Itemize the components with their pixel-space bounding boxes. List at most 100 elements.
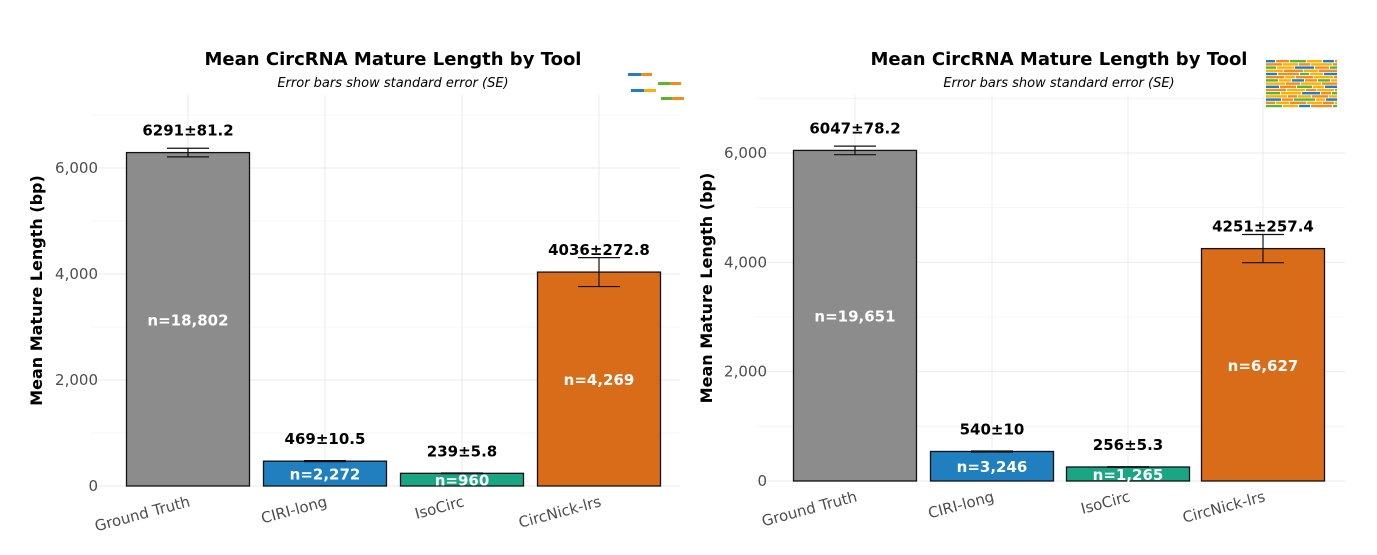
value-label: 256±5.3 — [1093, 436, 1163, 454]
logo-segment — [1266, 92, 1280, 95]
logo-segment — [1299, 63, 1310, 66]
logo-segment — [1335, 88, 1337, 92]
logo-segment — [1266, 85, 1279, 88]
logo-segment — [1298, 95, 1311, 98]
logo-segment — [1297, 85, 1312, 88]
bar — [536, 271, 662, 487]
logo-segment — [1302, 92, 1320, 95]
logo-segment — [658, 82, 670, 85]
logo-segment — [1266, 82, 1285, 85]
chart-title: Mean CircRNA Mature Length by Tool — [205, 49, 582, 70]
logo-segment — [1311, 104, 1332, 108]
logo-segment — [1280, 85, 1296, 88]
logo-segment — [1266, 104, 1282, 108]
logo-segment — [1330, 66, 1337, 69]
logo-segment — [1304, 69, 1318, 72]
logo-segment — [1324, 72, 1337, 76]
logo-segment — [1322, 82, 1337, 85]
logo-segment — [1333, 63, 1337, 66]
x-tick-label: CIRI-long — [926, 487, 996, 522]
n-label: n=3,246 — [957, 458, 1028, 476]
y-tick-label: 6,000 — [55, 159, 98, 177]
logo-segment — [1296, 76, 1313, 79]
logo-segment — [1316, 98, 1325, 101]
chart-title: Mean CircRNA Mature Length by Tool — [871, 49, 1248, 70]
x-tick-label: Ground Truth — [93, 492, 192, 535]
logo-segment — [628, 73, 641, 76]
y-tick-label: 0 — [88, 477, 98, 495]
logo-segment — [1287, 88, 1305, 92]
logo-segment — [1295, 66, 1314, 69]
logo-segment — [1277, 66, 1294, 69]
logo-segment — [1283, 104, 1298, 108]
logo-segment — [1299, 104, 1310, 108]
logo-segment — [1317, 88, 1334, 92]
logo-segment — [1321, 92, 1331, 95]
logo-segment — [1329, 95, 1337, 98]
n-label: n=6,627 — [1228, 357, 1299, 375]
x-tick-label: CircNick-lrs — [517, 492, 604, 531]
n-label: n=2,272 — [290, 466, 361, 484]
logo-segment — [1266, 63, 1282, 66]
value-label: 6047±78.2 — [809, 119, 900, 137]
x-tick-label: CIRI-long — [259, 492, 329, 527]
logo-segment — [1290, 101, 1306, 104]
y-tick-label: 4,000 — [724, 253, 767, 271]
value-label: 4036±272.8 — [548, 241, 650, 259]
logo-segment — [1313, 85, 1324, 88]
logo-segment — [1333, 104, 1337, 108]
logo-segment — [1307, 60, 1322, 63]
logo-segment — [1266, 72, 1277, 76]
logo-segment — [1279, 79, 1291, 82]
y-tick-label: 2,000 — [55, 371, 98, 389]
logo-segment — [1283, 63, 1298, 66]
logo-segment — [1301, 82, 1321, 85]
n-label: n=19,651 — [814, 308, 895, 326]
logo-segment — [1281, 92, 1301, 95]
logo-segment — [631, 89, 644, 92]
logo-segment — [1288, 95, 1297, 98]
logo-segment — [1266, 88, 1286, 92]
value-label: 469±10.5 — [285, 430, 366, 448]
logo-segment — [644, 89, 656, 92]
y-axis-label: Mean Mature Length (bp) — [27, 175, 46, 406]
logo-segment — [1266, 66, 1276, 69]
bar — [125, 151, 251, 487]
logo-segment — [1266, 101, 1275, 104]
logo-segment — [1335, 60, 1337, 63]
y-tick-label: 6,000 — [724, 144, 767, 162]
logo-segment — [1276, 101, 1289, 104]
logo-segment — [1310, 72, 1323, 76]
logo-segment — [1334, 76, 1337, 79]
logo-segment — [1318, 79, 1330, 82]
y-axis-label: Mean Mature Length (bp) — [697, 173, 716, 404]
logo-segment — [1312, 95, 1328, 98]
y-tick-label: 4,000 — [55, 265, 98, 283]
chart-subtitle: Error bars show standard error (SE) — [943, 76, 1174, 91]
logo-segment — [661, 97, 672, 100]
logo-segment — [1300, 72, 1309, 76]
logo-segment — [1335, 101, 1337, 104]
logo-segment — [1307, 101, 1322, 104]
logo-segment — [1315, 66, 1329, 69]
logo-segment — [1285, 76, 1295, 79]
value-label: 540±10 — [960, 420, 1025, 438]
logo-segment — [1306, 88, 1316, 92]
logo-segment — [1286, 82, 1300, 85]
logo-segment — [1284, 69, 1303, 72]
logo-segment — [1314, 76, 1333, 79]
x-tick-label: Ground Truth — [760, 487, 859, 530]
logo-segment — [1266, 69, 1283, 72]
tool-logo-icon — [1266, 60, 1337, 108]
logo-segment — [1266, 79, 1278, 82]
logo-segment — [1331, 79, 1337, 82]
x-tick-label: IsoCirc — [1079, 487, 1132, 517]
logo-segment — [1290, 60, 1306, 63]
x-tick-label: IsoCirc — [413, 492, 466, 522]
logo-segment — [1326, 98, 1337, 101]
bar — [1200, 247, 1326, 482]
value-label: 4251±257.4 — [1212, 218, 1314, 236]
logo-segment — [1332, 92, 1337, 95]
logo-segment — [1319, 69, 1337, 72]
